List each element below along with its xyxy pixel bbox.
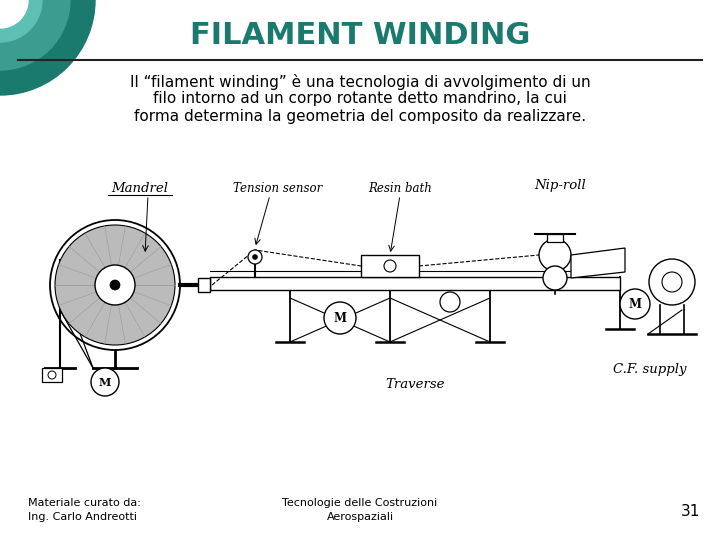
Text: Mandrel: Mandrel bbox=[112, 182, 168, 195]
Circle shape bbox=[48, 371, 56, 379]
Circle shape bbox=[91, 368, 119, 396]
Text: M: M bbox=[333, 312, 346, 325]
Circle shape bbox=[662, 272, 682, 292]
Wedge shape bbox=[0, 0, 42, 42]
Circle shape bbox=[543, 266, 567, 290]
Circle shape bbox=[649, 259, 695, 305]
Circle shape bbox=[620, 289, 650, 319]
Circle shape bbox=[55, 225, 175, 345]
Text: Ing. Carlo Andreotti: Ing. Carlo Andreotti bbox=[28, 512, 137, 522]
Text: FILAMENT WINDING: FILAMENT WINDING bbox=[190, 21, 530, 50]
Circle shape bbox=[110, 280, 120, 290]
Circle shape bbox=[324, 302, 356, 334]
Bar bbox=[198, 278, 210, 292]
Bar bbox=[42, 368, 62, 382]
Text: M: M bbox=[629, 298, 642, 310]
Wedge shape bbox=[0, 0, 70, 70]
Text: Tecnologie delle Costruzioni: Tecnologie delle Costruzioni bbox=[282, 498, 438, 508]
Wedge shape bbox=[0, 0, 28, 28]
Circle shape bbox=[539, 239, 571, 271]
Text: Resin bath: Resin bath bbox=[368, 182, 432, 195]
Text: M: M bbox=[99, 376, 111, 388]
Circle shape bbox=[50, 220, 180, 350]
Text: 31: 31 bbox=[680, 504, 700, 519]
Text: Nip-roll: Nip-roll bbox=[534, 179, 586, 192]
Bar bbox=[547, 234, 563, 242]
Text: filo intorno ad un corpo rotante detto mandrino, la cui: filo intorno ad un corpo rotante detto m… bbox=[153, 91, 567, 106]
Text: C.F. supply: C.F. supply bbox=[613, 363, 687, 376]
Circle shape bbox=[248, 250, 262, 264]
Text: Tension sensor: Tension sensor bbox=[233, 182, 323, 195]
Bar bbox=[210, 277, 620, 290]
Text: Il “filament winding” è una tecnologia di avvolgimento di un: Il “filament winding” è una tecnologia d… bbox=[130, 74, 590, 90]
Circle shape bbox=[440, 292, 460, 312]
Text: Materiale curato da:: Materiale curato da: bbox=[28, 498, 141, 508]
Circle shape bbox=[384, 260, 396, 272]
Text: Aerospaziali: Aerospaziali bbox=[326, 512, 394, 522]
Text: Traverse: Traverse bbox=[385, 379, 445, 392]
Circle shape bbox=[95, 265, 135, 305]
Circle shape bbox=[253, 254, 258, 260]
Polygon shape bbox=[571, 248, 625, 278]
Text: forma determina la geometria del composito da realizzare.: forma determina la geometria del composi… bbox=[134, 109, 586, 124]
Wedge shape bbox=[0, 0, 95, 95]
Bar bbox=[361, 255, 419, 277]
